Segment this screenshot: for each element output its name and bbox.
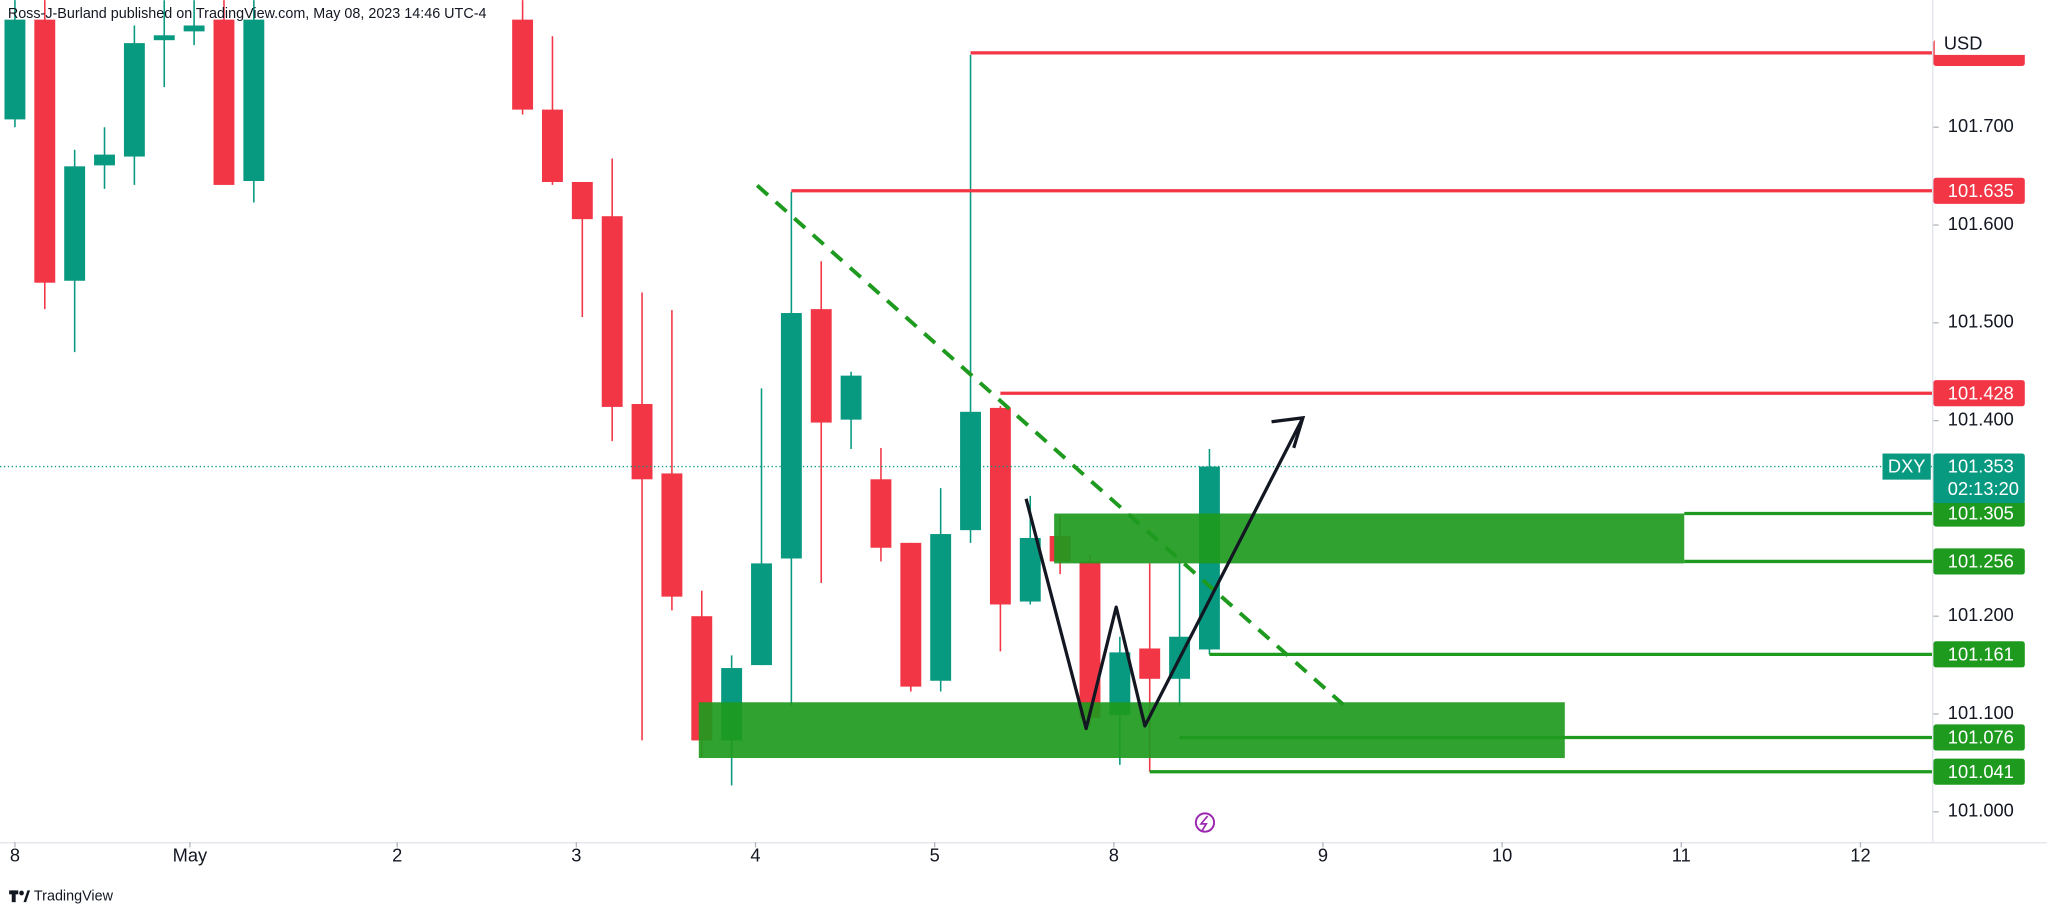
candle-body bbox=[1019, 537, 1041, 602]
y-tick-label: 101.500 bbox=[1948, 311, 2014, 332]
w-pattern bbox=[1024, 417, 1305, 731]
footer-logo bbox=[9, 890, 31, 903]
candle-body bbox=[243, 19, 265, 182]
x-tick-label: 10 bbox=[1492, 844, 1512, 865]
candle-body bbox=[930, 534, 952, 681]
candle-body bbox=[870, 479, 892, 548]
currency-bg bbox=[1934, 32, 2046, 55]
x-tick-label: 9 bbox=[1318, 844, 1328, 865]
x-tick-label: 3 bbox=[571, 844, 581, 865]
candle-body bbox=[661, 473, 683, 597]
candle-body bbox=[64, 166, 86, 281]
level-tag-label: 101.161 bbox=[1948, 643, 2014, 664]
x-tick-label: 4 bbox=[750, 844, 760, 865]
axes: 101.000 101.100 101.200 101.400 101.500 101.6… bbox=[10, 32, 2046, 865]
candle-body bbox=[542, 109, 563, 182]
trend-line bbox=[755, 183, 1353, 714]
candle-body bbox=[34, 19, 56, 283]
last-price-label: 101.353 bbox=[1948, 456, 2014, 477]
logo-part bbox=[11, 890, 16, 903]
candle-body bbox=[631, 403, 653, 480]
zone bbox=[1054, 513, 1685, 564]
symbol-tag bbox=[1882, 453, 1931, 480]
candle-body bbox=[571, 181, 593, 220]
level-tag bbox=[1933, 177, 2025, 204]
x-tick-label: 5 bbox=[930, 844, 940, 865]
currency-label: USD bbox=[1944, 32, 1983, 53]
level-tag bbox=[1933, 641, 2025, 668]
candle-body bbox=[840, 375, 862, 420]
candle-body bbox=[780, 313, 802, 559]
candle-body bbox=[960, 411, 981, 531]
level-tag-label: 101.428 bbox=[1948, 382, 2014, 403]
countdown-label: 02:13:20 bbox=[1948, 478, 2019, 499]
candle-body bbox=[810, 309, 832, 423]
y-tick-label: 101.100 bbox=[1948, 702, 2014, 723]
footer: TradingView bbox=[34, 889, 114, 905]
zone bbox=[698, 702, 1565, 759]
candle-body bbox=[153, 35, 175, 41]
plot-area bbox=[0, 0, 1933, 786]
event-icon bbox=[1194, 812, 1216, 833]
level-tag-label: 101.256 bbox=[1948, 551, 2014, 572]
event-icon-bolt bbox=[1199, 815, 1209, 831]
level-tag bbox=[1933, 380, 2025, 407]
candle-body bbox=[751, 563, 772, 666]
candle-body bbox=[1139, 648, 1161, 679]
candle-body bbox=[900, 542, 922, 687]
x-tick-label: 12 bbox=[1850, 844, 1870, 865]
level-tag-label: 101.076 bbox=[1948, 727, 2014, 748]
candle-body bbox=[183, 25, 205, 32]
candle-body bbox=[4, 19, 26, 120]
arrow-head bbox=[1271, 415, 1306, 449]
level-tag-label: 101.305 bbox=[1948, 503, 2014, 524]
candle-body bbox=[601, 216, 623, 407]
candle-body bbox=[213, 19, 235, 185]
x-tick-label: 8 bbox=[10, 844, 20, 865]
level-tag bbox=[1933, 758, 2025, 785]
y-tick-label: 101.400 bbox=[1948, 408, 2014, 429]
candle-body bbox=[1109, 652, 1131, 715]
y-tick-label: 101.200 bbox=[1948, 604, 2014, 625]
candle-body bbox=[989, 407, 1011, 605]
candle-body bbox=[1079, 561, 1101, 718]
x-tick-label: May bbox=[173, 844, 208, 865]
x-tick-label: 2 bbox=[392, 844, 402, 865]
level-tag bbox=[1933, 548, 2025, 575]
candle-body bbox=[512, 19, 534, 110]
candle-body bbox=[94, 154, 115, 166]
level-tag bbox=[1933, 500, 2025, 527]
logo-part bbox=[23, 890, 31, 903]
level-tag-label: 101.041 bbox=[1948, 761, 2014, 782]
y-tick-label: 101.600 bbox=[1948, 213, 2014, 234]
level-tag bbox=[1933, 724, 2025, 751]
drawings bbox=[755, 183, 1353, 833]
level-tag-label: 101.635 bbox=[1948, 180, 2014, 201]
x-tick-label: 8 bbox=[1109, 844, 1119, 865]
last-price-tag bbox=[1933, 453, 2025, 504]
header: Ross-J-Burland published on TradingView.… bbox=[8, 6, 487, 22]
logo-part bbox=[19, 890, 24, 896]
symbol-tag-label: DXY bbox=[1888, 456, 1926, 477]
x-tick-label: 11 bbox=[1672, 844, 1691, 865]
y-tick-label: 101.000 bbox=[1948, 800, 2014, 821]
y-tick-label: 101.700 bbox=[1948, 115, 2014, 136]
candle-body bbox=[123, 43, 145, 157]
